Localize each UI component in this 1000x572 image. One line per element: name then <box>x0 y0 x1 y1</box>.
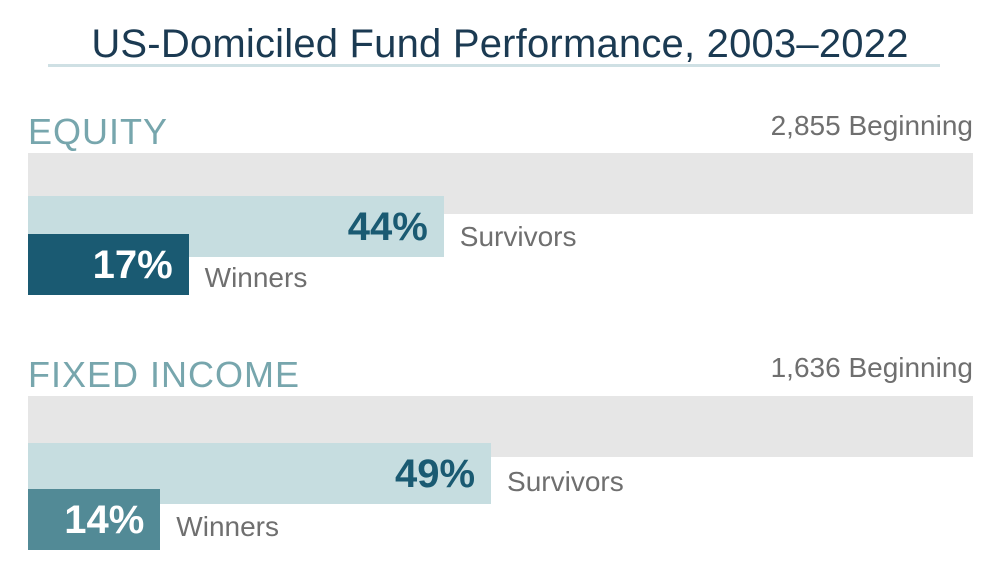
equity-section-title: EQUITY <box>28 111 169 152</box>
fixed-income-beginning-label: 1,636 Beginning <box>770 352 973 383</box>
equity-survivors-label: Survivors <box>459 221 577 252</box>
equity-winners-bar: 17% <box>28 234 189 295</box>
fixed-income-survivors-value-label: 49% <box>394 451 476 496</box>
fixed-income-winners-value-label: 14% <box>64 497 145 542</box>
equity-beginning-label: 2,855 Beginning <box>770 110 973 141</box>
fixed-income-winners-label: Winners <box>176 511 279 542</box>
fixed-income-survivors-label: Survivors <box>507 466 624 497</box>
fixed-income-section-title: FIXED INCOME <box>28 354 301 395</box>
equity-winners-value-label: 17% <box>92 242 173 287</box>
equity-winners-label: Winners <box>204 262 308 293</box>
equity-survivors-value-label: 44% <box>347 204 428 249</box>
title-underline <box>48 64 940 67</box>
fixed-income-winners-bar: 14% <box>28 489 161 550</box>
chart-title: US-Domiciled Fund Performance, 2003–2022 <box>91 22 909 66</box>
